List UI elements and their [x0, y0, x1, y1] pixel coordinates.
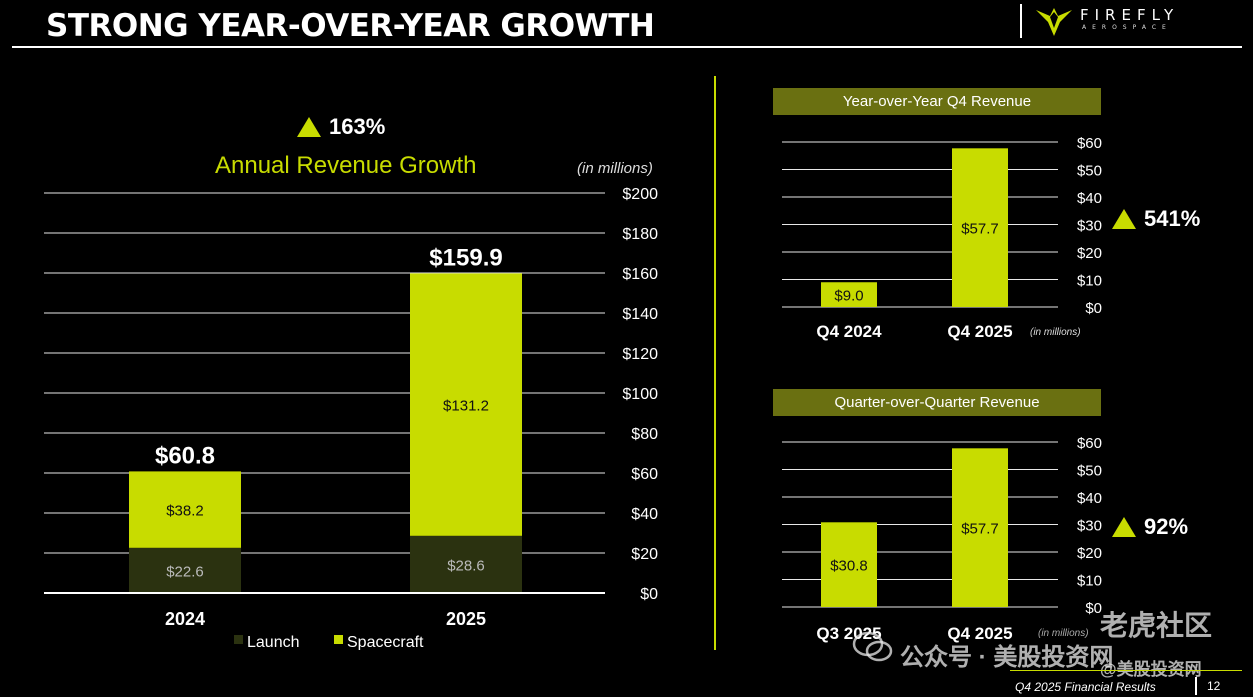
- y-tick-label: $60: [1077, 135, 1102, 152]
- annual-growth-value: 163%: [329, 114, 386, 139]
- footer-text: Q4 2025 Financial Results: [1015, 680, 1156, 694]
- y-tick-label: $40: [631, 506, 658, 523]
- bar-Q3 2025: [821, 522, 877, 607]
- bar-value-label: $57.7: [961, 521, 999, 538]
- x-tick-label: Q4 2025: [947, 322, 1012, 341]
- bar-value-label: $131.2: [443, 398, 489, 415]
- firefly-logo-icon: [1036, 8, 1072, 36]
- watermark-handle: @美股投资网: [1100, 660, 1202, 679]
- yoy-units-label: (in millions): [1030, 327, 1081, 338]
- x-tick-label: Q4 2025: [947, 624, 1012, 643]
- y-tick-label: $20: [1077, 545, 1102, 562]
- yoy-revenue-chart: $0 $10 $20 $30 $40 $50 $60 $9.0 Q4 2024 $57.7 Q4 2…: [782, 135, 1102, 341]
- up-triangle-icon: [1112, 209, 1136, 229]
- bar-value-label: $9.0: [834, 288, 863, 305]
- bar-value-label: $38.2: [166, 503, 204, 520]
- legend-label-spacecraft: Spacecraft: [347, 634, 424, 650]
- title-underline: [12, 46, 1242, 48]
- qoq-growth-indicator: 92%: [1112, 514, 1188, 540]
- y-tick-label: $20: [1077, 245, 1102, 262]
- bar-launch-2024: [129, 547, 241, 593]
- legend-swatch-spacecraft: [334, 635, 343, 644]
- qoq-revenue-chart: $0 $10 $20 $30 $40 $50 $60 $30.8 Q3 2025 $57.7 Q4 …: [782, 435, 1102, 643]
- y-tick-label: $10: [1077, 273, 1102, 290]
- x-tick-label: Q4 2024: [816, 322, 882, 341]
- bar-total-label: $60.8: [155, 442, 215, 469]
- watermark-community: 老虎社区: [1100, 610, 1213, 641]
- bar-total-label: $159.9: [429, 244, 502, 271]
- y-tick-label: $50: [1077, 163, 1102, 180]
- annual-growth-indicator: 163%: [297, 114, 385, 140]
- y-tick-label: $160: [622, 266, 658, 283]
- bar-value-label: $30.8: [830, 558, 868, 575]
- annual-chart-heading: Annual Revenue Growth: [215, 152, 477, 179]
- bar-spacecraft-2024: [129, 471, 241, 548]
- yoy-panel-title: Year-over-Year Q4 Revenue: [773, 88, 1101, 115]
- y-tick-label: $0: [1085, 300, 1102, 317]
- bar-Q4 2025: [952, 148, 1008, 307]
- bar-value-label: $57.7: [961, 221, 999, 238]
- x-tick-label: Q3 2025: [816, 624, 881, 643]
- x-tick-label: 2025: [446, 609, 486, 629]
- page-number: 12: [1207, 679, 1221, 693]
- bar-spacecraft-2025: [410, 273, 522, 536]
- up-triangle-icon: [297, 117, 321, 137]
- annual-units-label: (in millions): [577, 160, 653, 177]
- logo-subtitle: AEROSPACE: [1082, 24, 1172, 31]
- y-tick-label: $30: [1077, 218, 1102, 235]
- bar-value-label: $22.6: [166, 563, 204, 580]
- bar-value-label: $28.6: [447, 557, 485, 574]
- y-tick-label: $40: [1077, 490, 1102, 507]
- section-divider: [714, 76, 716, 650]
- y-tick-label: $100: [622, 386, 658, 403]
- x-tick-label: 2024: [165, 609, 205, 629]
- qoq-panel-title: Quarter-over-Quarter Revenue: [773, 389, 1101, 416]
- legend-swatch-launch: [234, 635, 243, 644]
- y-tick-label: $120: [622, 346, 658, 363]
- y-tick-label: $80: [631, 426, 658, 443]
- page-title: STRONG YEAR-OVER-YEAR GROWTH: [46, 8, 655, 44]
- annual-revenue-chart: $0 $20 $40 $60 $80 $100 $120 $140 $160 $180 $200 $2…: [44, 186, 658, 650]
- up-triangle-icon: [1112, 517, 1136, 537]
- y-tick-label: $0: [640, 586, 658, 603]
- y-tick-label: $20: [631, 546, 658, 563]
- yoy-growth-indicator: 541%: [1112, 206, 1200, 232]
- logo-name: FIREFLY: [1080, 6, 1180, 24]
- legend-label-launch: Launch: [247, 634, 300, 650]
- y-tick-label: $40: [1077, 190, 1102, 207]
- y-tick-label: $10: [1077, 573, 1102, 590]
- y-tick-label: $60: [1077, 435, 1102, 452]
- y-tick-label: $60: [631, 466, 658, 483]
- bar-Q4 2025: [952, 448, 1008, 607]
- logo-separator: [1020, 4, 1022, 38]
- footer-separator: [1195, 677, 1197, 695]
- watermark-account: 公众号 · 美股投资网: [900, 644, 1114, 671]
- y-tick-label: $0: [1085, 600, 1102, 617]
- yoy-growth-value: 541%: [1144, 206, 1201, 231]
- y-tick-label: $50: [1077, 463, 1102, 480]
- qoq-units-label: (in millions): [1038, 628, 1089, 639]
- wechat-icon: [852, 631, 893, 662]
- y-tick-label: $140: [622, 306, 658, 323]
- footer-rule: [1010, 670, 1242, 671]
- y-tick-label: $200: [622, 186, 658, 203]
- y-tick-label: $180: [622, 226, 658, 243]
- qoq-growth-value: 92%: [1144, 514, 1189, 539]
- y-tick-label: $30: [1077, 518, 1102, 535]
- bar-launch-2025: [410, 535, 522, 593]
- bar-Q4 2024: [821, 282, 877, 307]
